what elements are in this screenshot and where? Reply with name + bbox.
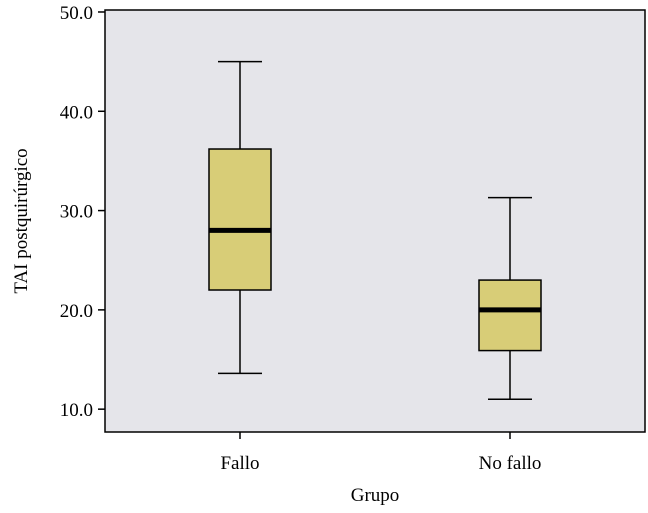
box-iqr xyxy=(208,148,272,291)
x-tick-label: No fallo xyxy=(479,453,542,474)
box-group xyxy=(208,60,272,375)
y-axis-label: TAI postquirúrgico xyxy=(11,148,32,293)
y-tick-label: 40.0 xyxy=(60,102,93,123)
y-tick-label: 10.0 xyxy=(60,400,93,421)
box-group xyxy=(478,196,542,400)
y-tick-label: 30.0 xyxy=(60,202,93,223)
box-iqr xyxy=(478,279,542,352)
x-tick-label: Fallo xyxy=(220,453,259,474)
y-tick-label: 20.0 xyxy=(60,301,93,322)
y-tick-label: 50.0 xyxy=(60,3,93,24)
axes-layer: 10.0 20.0 30.0 40.0 50.0 Fallo No fallo xyxy=(60,3,542,474)
x-axis-label: Grupo xyxy=(351,485,400,506)
plot-area xyxy=(104,9,646,433)
boxes-layer xyxy=(208,60,542,400)
